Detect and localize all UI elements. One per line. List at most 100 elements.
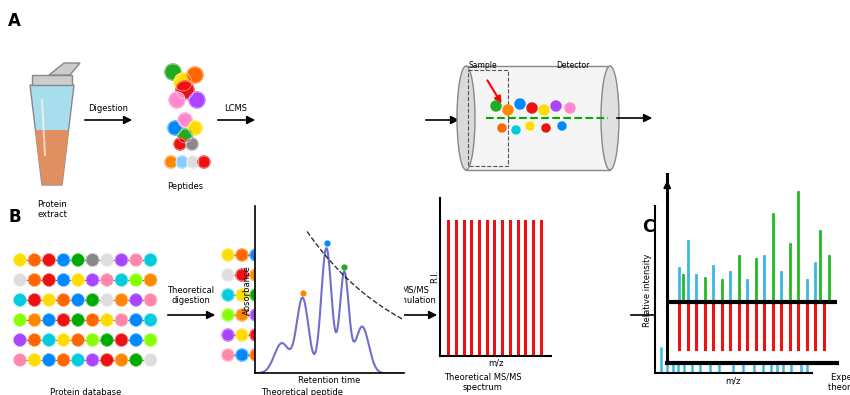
Circle shape — [250, 349, 262, 361]
Circle shape — [297, 309, 309, 321]
Text: Peptides: Peptides — [167, 182, 203, 191]
Circle shape — [42, 314, 55, 327]
Circle shape — [339, 309, 351, 321]
Circle shape — [325, 289, 337, 301]
Circle shape — [264, 329, 276, 341]
Circle shape — [86, 293, 99, 307]
Circle shape — [57, 354, 70, 367]
Text: B: B — [8, 208, 20, 226]
Circle shape — [526, 122, 534, 130]
Circle shape — [100, 333, 114, 346]
Circle shape — [339, 349, 351, 361]
Circle shape — [264, 309, 276, 321]
Circle shape — [311, 329, 323, 341]
Circle shape — [42, 273, 55, 286]
Circle shape — [71, 254, 84, 267]
Circle shape — [86, 314, 99, 327]
Circle shape — [100, 354, 114, 367]
Circle shape — [168, 121, 182, 135]
Circle shape — [174, 73, 192, 91]
Y-axis label: Relative intensity: Relative intensity — [643, 253, 652, 327]
Circle shape — [339, 269, 351, 281]
Circle shape — [57, 293, 70, 307]
Circle shape — [28, 354, 41, 367]
Circle shape — [129, 333, 143, 346]
Circle shape — [250, 309, 262, 321]
Circle shape — [187, 67, 203, 83]
Circle shape — [14, 354, 26, 367]
Circle shape — [222, 249, 234, 261]
Circle shape — [222, 289, 234, 301]
Circle shape — [129, 293, 143, 307]
Circle shape — [503, 105, 513, 115]
Circle shape — [558, 122, 566, 130]
Circle shape — [297, 269, 309, 281]
Circle shape — [311, 289, 323, 301]
Circle shape — [144, 314, 157, 327]
Circle shape — [129, 254, 143, 267]
Circle shape — [264, 249, 276, 261]
Polygon shape — [49, 63, 80, 75]
Circle shape — [14, 254, 26, 267]
Text: Digestion: Digestion — [88, 104, 128, 113]
Circle shape — [325, 309, 337, 321]
Polygon shape — [35, 130, 69, 185]
Circle shape — [222, 269, 234, 281]
Text: Detector: Detector — [556, 61, 590, 70]
Circle shape — [187, 156, 199, 168]
Circle shape — [565, 103, 575, 113]
Circle shape — [144, 354, 157, 367]
Circle shape — [512, 126, 520, 134]
Circle shape — [297, 289, 309, 301]
Circle shape — [176, 81, 194, 99]
Circle shape — [115, 254, 128, 267]
Circle shape — [178, 113, 192, 127]
Circle shape — [100, 314, 114, 327]
Circle shape — [325, 269, 337, 281]
Circle shape — [86, 333, 99, 346]
Circle shape — [264, 289, 276, 301]
Circle shape — [71, 354, 84, 367]
Circle shape — [14, 273, 26, 286]
Circle shape — [144, 293, 157, 307]
Text: Protein
extract: Protein extract — [37, 200, 67, 219]
FancyBboxPatch shape — [466, 66, 610, 170]
Text: Theoretical MS/MS
spectrum: Theoretical MS/MS spectrum — [445, 373, 522, 392]
Circle shape — [144, 273, 157, 286]
Circle shape — [57, 314, 70, 327]
Circle shape — [176, 156, 188, 168]
Circle shape — [100, 273, 114, 286]
Circle shape — [311, 249, 323, 261]
Circle shape — [42, 354, 55, 367]
Circle shape — [198, 156, 210, 168]
Circle shape — [551, 101, 561, 111]
Circle shape — [129, 314, 143, 327]
Circle shape — [115, 273, 128, 286]
Circle shape — [57, 333, 70, 346]
Circle shape — [236, 309, 248, 321]
Circle shape — [311, 349, 323, 361]
Circle shape — [14, 333, 26, 346]
Circle shape — [28, 333, 41, 346]
Circle shape — [86, 254, 99, 267]
Circle shape — [144, 254, 157, 267]
Ellipse shape — [457, 66, 475, 170]
Circle shape — [42, 293, 55, 307]
Circle shape — [71, 314, 84, 327]
Circle shape — [71, 333, 84, 346]
Circle shape — [71, 293, 84, 307]
Circle shape — [236, 329, 248, 341]
Text: Sample: Sample — [468, 61, 497, 70]
Circle shape — [115, 314, 128, 327]
Circle shape — [42, 333, 55, 346]
Circle shape — [57, 254, 70, 267]
Circle shape — [236, 269, 248, 281]
Circle shape — [71, 273, 84, 286]
X-axis label: m/z: m/z — [488, 358, 503, 367]
Text: Experimental to
theoretical match: Experimental to theoretical match — [828, 373, 850, 392]
Circle shape — [222, 349, 234, 361]
Circle shape — [188, 121, 202, 135]
Circle shape — [129, 273, 143, 286]
Circle shape — [57, 273, 70, 286]
Circle shape — [42, 254, 55, 267]
